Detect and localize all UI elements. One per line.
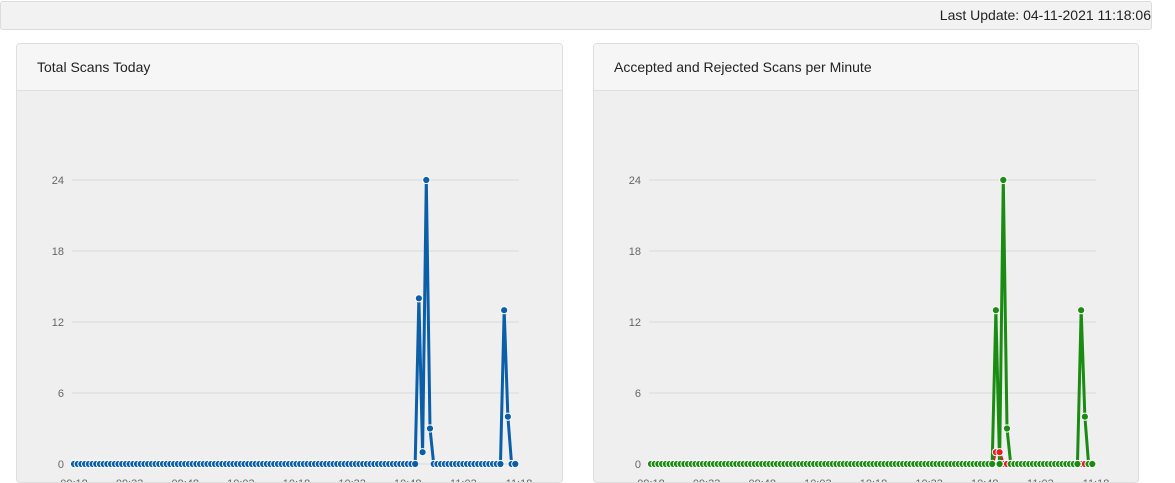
data-point <box>1088 459 1097 469</box>
data-point <box>999 175 1008 185</box>
y-tick-label: 0 <box>635 459 641 471</box>
data-point <box>414 294 423 303</box>
x-tick-label: 11:03 <box>450 478 477 483</box>
data-point <box>1080 412 1089 421</box>
data-point <box>988 459 997 469</box>
accepted-rejected-panel: Accepted and Rejected Scans per Minute 0… <box>593 43 1139 483</box>
x-tick-label: 10:18 <box>860 478 888 483</box>
panel-title: Total Scans Today <box>37 59 151 75</box>
x-tick-label: 11:18 <box>506 478 533 483</box>
data-point <box>496 459 505 469</box>
accepted-rejected-chart: 0 6 12 18 24 09:18 09:33 09:48 10:03 10:18 10:33 10… <box>629 175 1110 483</box>
y-tick-label: 24 <box>629 175 641 187</box>
panel-header: Accepted and Rejected Scans per Minute <box>594 44 1138 91</box>
top-status-bar: Last Update: 04-11-2021 11:18:06 <box>0 1 1152 30</box>
data-point <box>418 448 427 457</box>
last-update-text: Last Update: 04-11-2021 11:18:06 <box>939 7 1151 23</box>
x-tick-label: 09:48 <box>748 478 776 483</box>
x-tick-label: 09:33 <box>693 478 721 483</box>
data-point <box>1077 306 1086 315</box>
y-tick-label: 0 <box>58 459 64 471</box>
x-tick-label: 09:18 <box>60 478 88 483</box>
total-scans-chart: 0 6 12 18 24 09:18 09:33 09:48 10:03 10:18 10:33 10… <box>52 175 533 483</box>
total-scans-panel: Total Scans Today 0 6 12 18 24 09:18 09:33 09:4… <box>16 43 563 483</box>
data-point <box>500 306 509 315</box>
data-point <box>995 459 1004 469</box>
x-tick-label: 10:33 <box>338 478 366 483</box>
x-tick-label: 09:48 <box>171 478 199 483</box>
y-tick-label: 6 <box>635 388 641 400</box>
y-tick-label: 24 <box>52 175 64 187</box>
x-tick-label: 10:48 <box>971 478 999 483</box>
x-tick-label: 10:03 <box>804 478 832 483</box>
y-tick-label: 18 <box>52 246 64 258</box>
x-tick-label: 10:48 <box>394 478 422 483</box>
panel-header: Total Scans Today <box>17 44 562 91</box>
x-tick-label: 11:03 <box>1027 478 1054 483</box>
y-tick-label: 18 <box>629 246 641 258</box>
y-tick-label: 12 <box>52 317 64 329</box>
data-point <box>991 306 1000 315</box>
data-point <box>411 459 420 469</box>
x-tick-label: 10:33 <box>915 478 943 483</box>
data-point <box>1073 459 1082 469</box>
data-point <box>511 459 520 469</box>
y-tick-label: 12 <box>629 317 641 329</box>
data-point <box>1002 424 1012 433</box>
x-tick-label: 10:18 <box>283 478 311 483</box>
y-tick-label: 6 <box>58 388 64 400</box>
data-point <box>422 175 431 185</box>
x-tick-label: 09:18 <box>637 478 665 483</box>
data-point <box>995 448 1004 457</box>
x-tick-label: 10:03 <box>227 478 255 483</box>
x-tick-label: 09:33 <box>116 478 144 483</box>
data-point <box>503 412 512 421</box>
panel-title: Accepted and Rejected Scans per Minute <box>614 59 872 75</box>
x-tick-label: 11:18 <box>1083 478 1110 483</box>
data-point <box>425 424 435 433</box>
